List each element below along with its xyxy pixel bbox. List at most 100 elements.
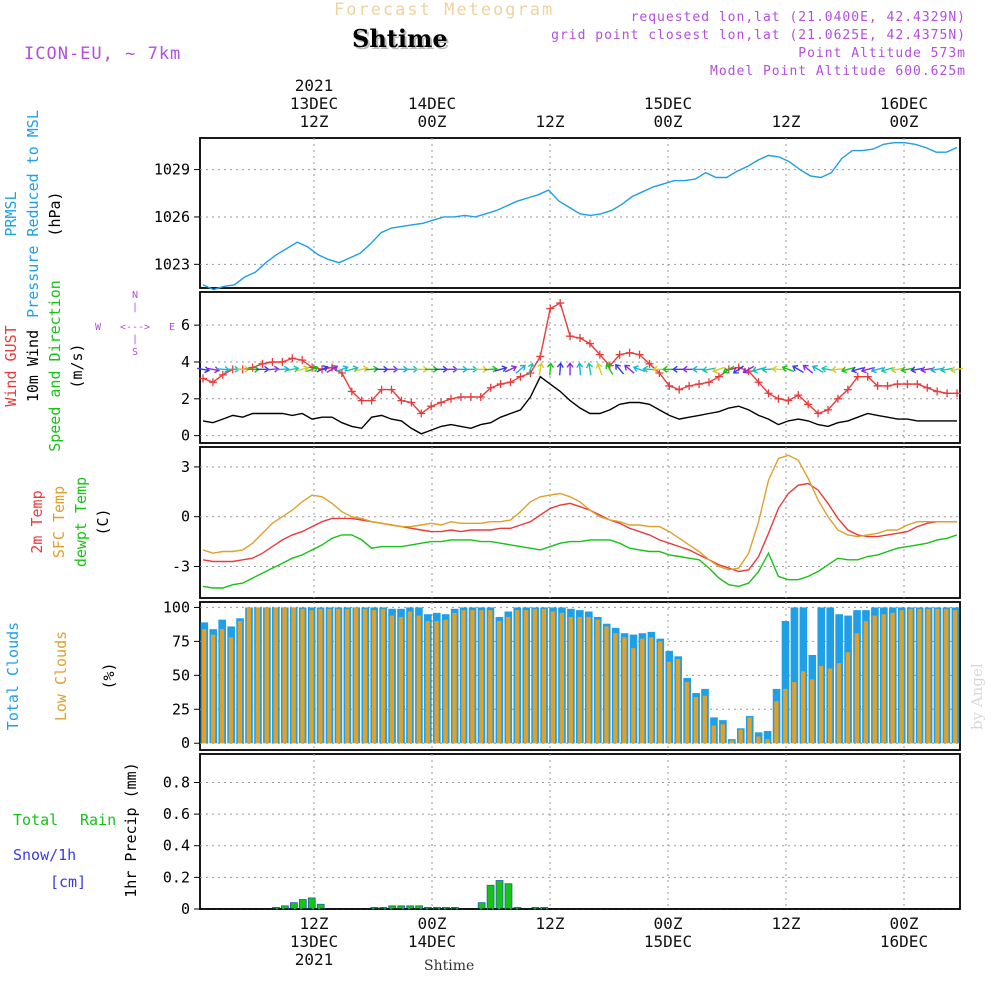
- gust-marker: [893, 380, 902, 389]
- cloud-bar-total: [790, 607, 799, 744]
- wind-arrow-shaft: [345, 367, 358, 372]
- cloud-bar-low: [309, 610, 314, 744]
- wind-arrow-head: [910, 366, 917, 374]
- compass-vertical-top: |: [132, 302, 138, 313]
- time-label-top: 12Z: [772, 112, 801, 131]
- wind-arrow-head: [362, 365, 369, 373]
- gust-marker: [635, 350, 644, 359]
- wind-arrow-head: [322, 365, 329, 372]
- cloud-bar-low: [434, 621, 439, 744]
- time-label-top: 15DEC: [644, 94, 692, 113]
- gust-marker: [923, 383, 932, 392]
- time-label-top: 12Z: [536, 112, 565, 131]
- panel-frame-pressure: [199, 137, 961, 289]
- panel-label-pressure: PRMSL: [2, 191, 20, 236]
- ytick-label-clouds: 0: [181, 734, 190, 752]
- cloud-bar-low: [622, 637, 627, 744]
- requested-coords: requested lon,lat (21.0400E, 42.4329N): [630, 10, 966, 25]
- series-line-sfc-temp: [202, 454, 957, 571]
- cloud-bar-low: [818, 665, 824, 744]
- precip-bar: [513, 907, 522, 910]
- cloud-bar-low: [649, 637, 654, 744]
- wind-arrow-shaft: [527, 363, 534, 376]
- gust-marker: [566, 332, 575, 341]
- wind-arrow-shaft: [286, 367, 299, 372]
- gust-marker: [585, 339, 594, 348]
- wind-arrow-head: [802, 364, 809, 371]
- panel-frame-precip: [199, 753, 961, 910]
- gust-marker: [625, 348, 634, 357]
- gust-marker: [377, 385, 386, 394]
- panel-frame-wind: [199, 291, 961, 444]
- wind-arrow-head: [751, 366, 758, 374]
- time-label-bottom: 12Z: [772, 914, 801, 933]
- cloud-bar-low: [792, 682, 797, 744]
- wind-arrow-head: [595, 362, 603, 369]
- wind-arrow-shaft: [861, 367, 874, 372]
- gust-marker: [665, 381, 674, 390]
- wind-arrow-shaft: [851, 367, 864, 372]
- wind-arrow-shaft: [921, 367, 934, 372]
- wind-arrow-head: [890, 366, 897, 374]
- model-name: ICON-EU, ~ 7km: [24, 44, 182, 64]
- wind-arrow: [585, 362, 594, 376]
- wind-arrow: [840, 366, 854, 374]
- gust-marker: [675, 385, 684, 394]
- cloud-bar-low: [899, 610, 904, 744]
- wind-arrow-head: [352, 365, 359, 373]
- wind-arrow-shaft: [881, 367, 894, 372]
- wind-arrow: [850, 366, 864, 374]
- gust-marker: [486, 383, 495, 392]
- wind-arrow-shaft: [276, 368, 289, 371]
- wind-arrow: [920, 366, 934, 374]
- wind-arrow-shaft: [196, 367, 210, 372]
- cloud-bar-low: [693, 697, 699, 744]
- wind-arrow-shaft: [504, 366, 517, 373]
- gust-marker: [308, 363, 317, 372]
- wind-arrow: [870, 366, 884, 374]
- wind-arrow: [266, 365, 280, 373]
- panel-frame-temperature: [199, 446, 961, 599]
- panel-label-clouds: (%): [100, 662, 118, 689]
- gust-marker: [536, 352, 545, 361]
- cloud-bar-low: [202, 629, 207, 744]
- cloud-bar-low: [228, 637, 234, 744]
- cloud-bar-low: [568, 616, 573, 744]
- cloud-bar-low: [711, 725, 716, 744]
- wind-arrow-shaft: [733, 365, 745, 374]
- wind-arrow-head: [792, 365, 799, 372]
- precip-bar: [531, 907, 540, 910]
- gust-marker: [794, 391, 803, 400]
- wind-arrow-shaft: [633, 366, 646, 373]
- gust-marker: [784, 396, 793, 405]
- wind-arrow-head: [510, 365, 518, 372]
- cloud-bar-low: [273, 607, 278, 744]
- cloud-bar-low: [586, 616, 591, 744]
- gust-marker: [367, 396, 376, 405]
- wind-arrow: [546, 362, 554, 376]
- wind-arrow: [910, 366, 924, 374]
- wind-arrow: [345, 365, 359, 373]
- cloud-bar-low: [416, 615, 421, 744]
- gust-marker: [278, 357, 287, 366]
- wind-arrow-shaft: [494, 367, 507, 372]
- wind-arrow: [336, 365, 349, 373]
- wind-arrow-head: [920, 366, 927, 374]
- cloud-bar-low: [729, 740, 734, 744]
- cloud-bar-low: [523, 610, 529, 744]
- gust-marker: [546, 304, 555, 313]
- wind-arrow-head: [546, 362, 554, 368]
- gust-marker: [655, 369, 664, 378]
- ytick-label-temperature: 0: [181, 508, 190, 526]
- cloud-bar-low: [774, 701, 779, 744]
- wind-arrow-head: [930, 366, 937, 374]
- wind-arrow-head: [662, 365, 668, 373]
- wind-arrow: [691, 365, 706, 373]
- cloud-bar-low: [559, 612, 564, 744]
- series-line-2m-temp: [202, 482, 957, 573]
- series-line-prmsl: [202, 141, 958, 291]
- gust-marker: [883, 381, 892, 390]
- cloud-bar-low: [219, 629, 225, 744]
- panel-label-wind: 10m Wind: [24, 330, 42, 402]
- time-label-bottom: 13DEC: [290, 932, 338, 951]
